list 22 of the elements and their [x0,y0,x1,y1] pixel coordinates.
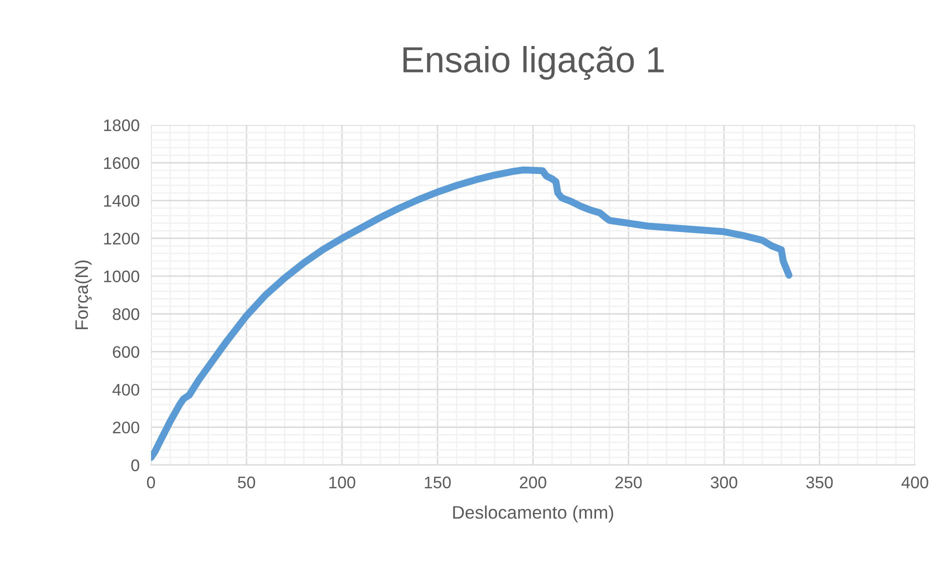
y-tick-label: 600 [112,346,140,358]
y-tick-label: 1800 [104,119,140,132]
y-tick-label: 200 [112,422,140,434]
x-tick-label: 200 [520,476,546,488]
y-tick-label: 1000 [104,270,140,282]
x-tick-label: 50 [238,476,256,488]
x-tick-label: 100 [329,476,356,488]
x-tick-label: 400 [901,476,928,488]
x-tick-label: 350 [806,476,833,488]
y-tick-label: 1600 [104,157,140,169]
y-tick-label: 800 [112,308,140,320]
y-tick-label: 400 [112,384,140,396]
y-axis-title: Força(N) [74,260,92,330]
y-tick-label: 0 [131,459,140,472]
x-tick-label: 300 [710,476,738,488]
y-tick-label: 1400 [104,194,140,207]
chart-title: Ensaio ligação 1 [403,46,664,80]
x-tick-label: 150 [424,476,451,488]
x-tick-label: 250 [615,476,642,488]
x-tick-label: 0 [147,476,155,488]
x-axis-title: Deslocamento (mm) [453,506,614,522]
y-tick-label: 1200 [104,232,140,245]
